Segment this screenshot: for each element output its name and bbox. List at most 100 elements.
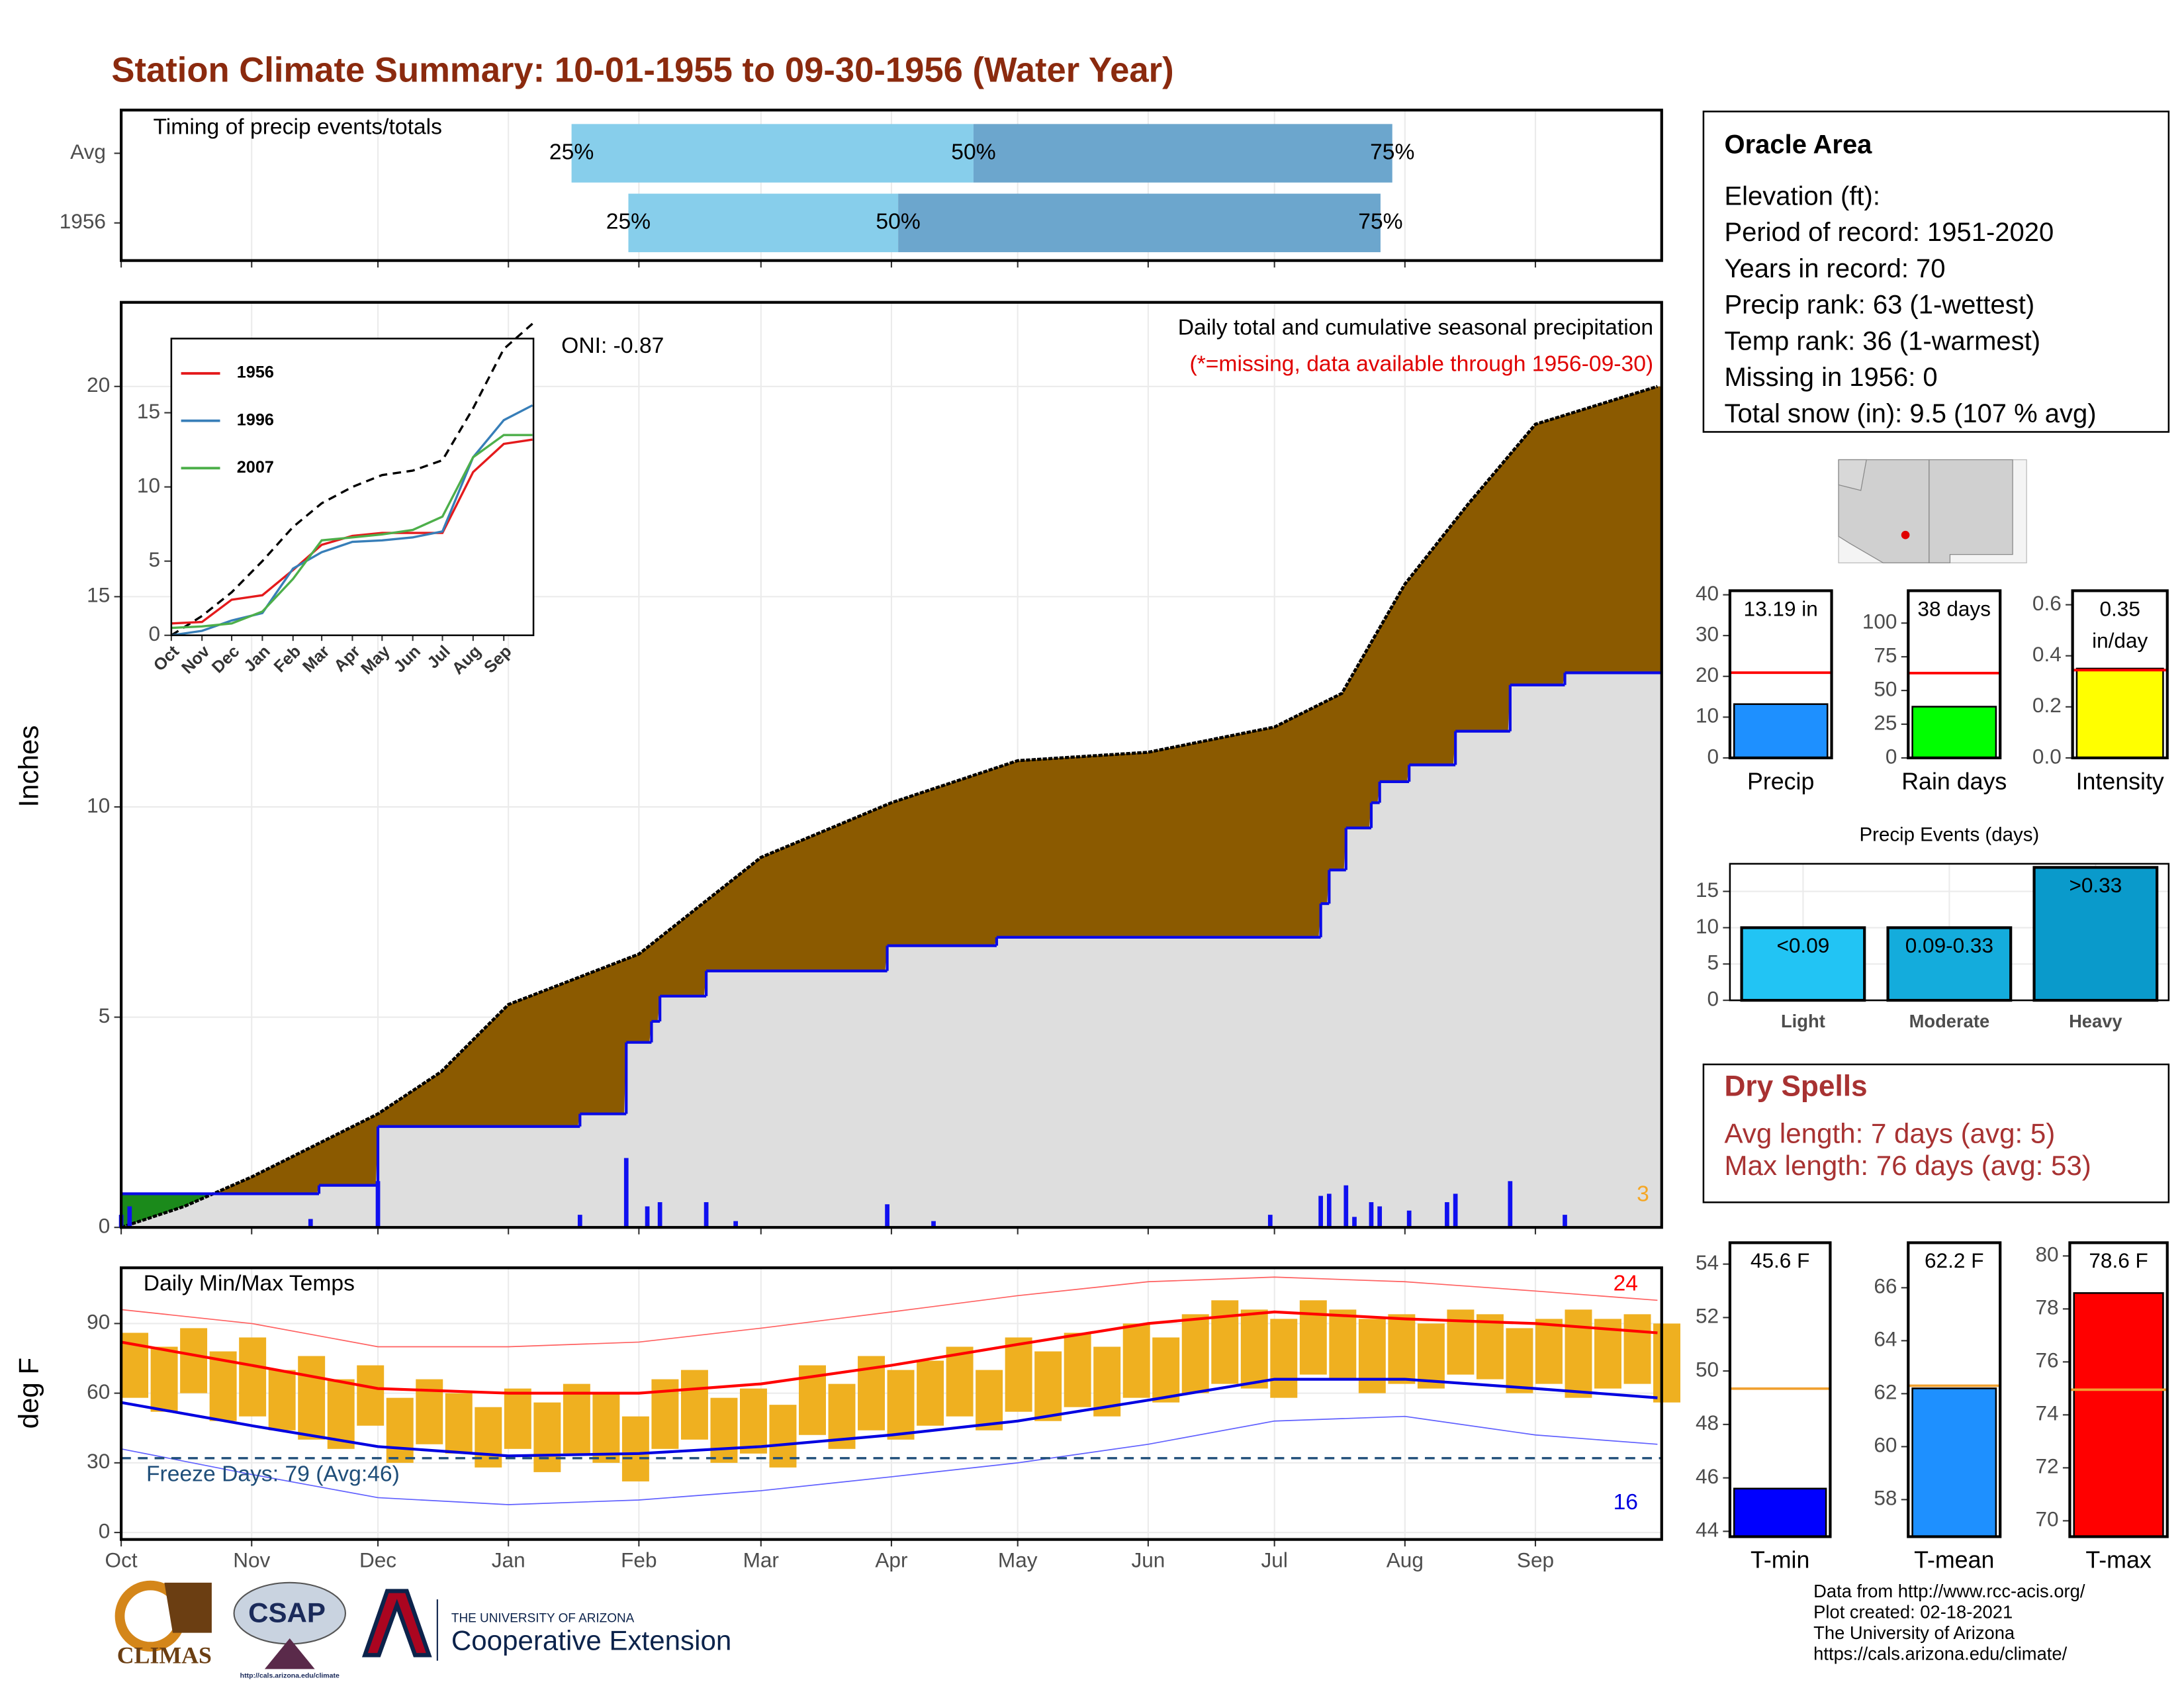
y-tick-label: 72 bbox=[2035, 1454, 2058, 1478]
y-tick-label: 70 bbox=[2035, 1507, 2058, 1531]
temp-range-bar bbox=[180, 1328, 208, 1393]
plot-frame bbox=[1907, 589, 2002, 760]
daily-precip-bar bbox=[1445, 1202, 1449, 1228]
record-high-line bbox=[121, 1276, 1658, 1348]
annotation: 16 bbox=[1614, 1490, 1638, 1515]
logo-url: http://cals.arizona.edu/climate bbox=[240, 1672, 340, 1680]
temp-range-bar bbox=[739, 1388, 767, 1454]
value-label: 62.2 F bbox=[1924, 1249, 1984, 1274]
bar bbox=[1740, 926, 1866, 1002]
temp-range-bar bbox=[1388, 1314, 1416, 1384]
daily-precip-bar bbox=[1352, 1217, 1357, 1228]
ua-logo: THE UNIVERSITY OF ARIZONA Cooperative Ex… bbox=[361, 1589, 731, 1661]
temp-range-bar bbox=[1152, 1337, 1180, 1403]
x-tick-label: Feb bbox=[621, 1548, 657, 1572]
timing-bar bbox=[973, 124, 1392, 183]
x-tick-label: Aug bbox=[1387, 1548, 1424, 1572]
y-tick-label: 10 bbox=[87, 793, 110, 817]
value-label: 38 days bbox=[1917, 597, 1991, 622]
y-tick-label: 5 bbox=[148, 547, 160, 571]
daily-precip-bar bbox=[623, 1158, 629, 1228]
value-label: 45.6 F bbox=[1750, 1249, 1810, 1274]
legend-label: 2007 bbox=[237, 458, 274, 477]
timing-title: Timing of precip events/totals bbox=[154, 115, 442, 140]
bar bbox=[1911, 1387, 1997, 1538]
y-tick-label: 0 bbox=[1886, 744, 1897, 768]
dry-spells-box bbox=[1702, 1063, 2170, 1203]
quantile-label: 25% bbox=[549, 140, 594, 164]
value-label-box: 78.6 F bbox=[2089, 1249, 2148, 1274]
temp-range-bar bbox=[563, 1383, 590, 1454]
y-tick-label: 15 bbox=[87, 583, 110, 607]
timing-bar bbox=[898, 193, 1381, 252]
temp-range-bar bbox=[1240, 1309, 1268, 1389]
quantile-label: 75% bbox=[1358, 210, 1402, 234]
value-label: 13.19 in bbox=[1743, 597, 1818, 622]
temp-range-bar bbox=[769, 1405, 797, 1468]
daily-precip-bar bbox=[1343, 1185, 1349, 1228]
y-tick-label: 100 bbox=[1862, 610, 1897, 633]
y-tick-label: 20 bbox=[87, 373, 110, 397]
x-tick-label: Mar bbox=[743, 1548, 779, 1572]
y-tick-label: 0 bbox=[148, 622, 160, 645]
plot-frame bbox=[1728, 589, 1833, 760]
timing-bar bbox=[628, 193, 899, 252]
category-label: T-mean bbox=[1914, 1547, 1994, 1573]
plot-background bbox=[171, 338, 534, 635]
y-axis-label: deg F bbox=[13, 1358, 44, 1429]
y-tick-label: 0 bbox=[1707, 744, 1719, 768]
category-label: Precip bbox=[1747, 768, 1814, 794]
y-tick-label: 5 bbox=[99, 1004, 111, 1027]
y-tick-label: 75 bbox=[1874, 643, 1897, 667]
plot-frame bbox=[1729, 863, 2170, 1002]
row-label: Avg bbox=[70, 140, 106, 164]
info-line: Precip rank: 63 (1-wettest) bbox=[1724, 291, 2034, 320]
daily-precip-bar bbox=[1508, 1181, 1513, 1228]
temp-range-bar bbox=[357, 1365, 385, 1426]
daily-precip-bar bbox=[1318, 1196, 1324, 1228]
info-line: Temp rank: 36 (1-warmest) bbox=[1724, 326, 2040, 355]
value-label: 78.6 F bbox=[2089, 1249, 2148, 1274]
temp-range-bar bbox=[1005, 1337, 1032, 1412]
plot-frame bbox=[119, 1266, 1663, 1541]
y-tick-label: 10 bbox=[1696, 914, 1719, 938]
logo-text: CLIMAS bbox=[117, 1642, 212, 1669]
category-label: Rain days bbox=[1901, 768, 2007, 794]
y-tick-label: 50 bbox=[1696, 1357, 1719, 1381]
plot-frame bbox=[2068, 1241, 2169, 1538]
daily-precip-bar bbox=[885, 1204, 889, 1228]
daily-precip-bar bbox=[1267, 1215, 1273, 1228]
x-tick-label: Jun bbox=[1131, 1548, 1165, 1572]
temp-range-bar bbox=[1064, 1333, 1091, 1407]
temp-range-bar bbox=[1476, 1314, 1504, 1380]
y-tick-label: 40 bbox=[1696, 581, 1719, 605]
y-tick-label: 0 bbox=[1707, 986, 1719, 1010]
category-label: Intensity bbox=[2076, 768, 2164, 794]
x-tick-label: Light bbox=[1781, 1011, 1825, 1031]
csap-logo: CSAP http://cals.arizona.edu/climate bbox=[233, 1581, 346, 1680]
temp-range-bar bbox=[1623, 1314, 1651, 1384]
daily-precip-bar bbox=[1406, 1210, 1412, 1228]
daily-precip-bar bbox=[1377, 1206, 1383, 1228]
quantile-label: 50% bbox=[951, 140, 995, 164]
bar bbox=[1733, 703, 1829, 759]
y-tick-label: 62 bbox=[1874, 1380, 1897, 1404]
chart-title: Daily total and cumulative seasonal prec… bbox=[1178, 316, 1653, 340]
map-state bbox=[1838, 459, 1867, 491]
plot-frame bbox=[119, 301, 1663, 1229]
logo-shape bbox=[164, 1582, 212, 1633]
temp-range-bar bbox=[1270, 1319, 1298, 1398]
dry-spells-line: Avg length: 7 days (avg: 5) bbox=[1724, 1117, 2055, 1149]
y-tick-label: 10 bbox=[1696, 704, 1719, 727]
plot-frame bbox=[119, 109, 1663, 262]
temp-range-bar bbox=[1358, 1319, 1386, 1393]
x-tick-label: Oct bbox=[105, 1548, 138, 1572]
y-tick-label: 66 bbox=[1874, 1274, 1897, 1298]
info-box bbox=[1702, 111, 2170, 433]
daily-precip-bar bbox=[308, 1219, 313, 1228]
temp-range-bar bbox=[533, 1402, 561, 1472]
temp-range-bar bbox=[976, 1370, 1003, 1430]
temp-range-bar bbox=[710, 1397, 738, 1463]
info-line: Missing in 1956: 0 bbox=[1724, 363, 1937, 392]
